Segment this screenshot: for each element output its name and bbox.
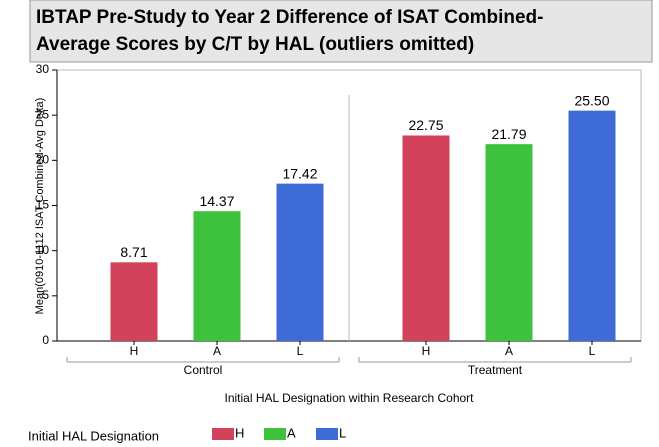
data-label: 8.71: [120, 244, 147, 260]
bar: [568, 110, 616, 342]
bar: [276, 183, 324, 341]
y-tick-label: 25: [36, 107, 50, 121]
x-tick-label: L: [297, 344, 304, 358]
x-tick-label: A: [213, 344, 221, 358]
x-tick-label: H: [422, 344, 431, 358]
bar: [402, 135, 450, 341]
x-tick-label: L: [589, 344, 596, 358]
legend-swatch: [264, 428, 286, 440]
x-tick-label: A: [505, 344, 513, 358]
y-tick-label: 20: [36, 153, 50, 167]
data-label: 21.79: [491, 126, 526, 142]
legend-swatch: [212, 428, 234, 440]
y-tick-label: 15: [36, 198, 50, 212]
legend-label: L: [339, 425, 346, 440]
y-tick-label: 30: [36, 62, 50, 76]
title-box: [29, 0, 653, 63]
chart-title: IBTAP Pre-Study to Year 2 Difference of …: [36, 7, 543, 28]
data-label: 22.75: [408, 117, 443, 133]
legend-swatch: [316, 428, 338, 440]
data-label: 17.42: [282, 165, 317, 181]
y-tick-label: 0: [42, 333, 49, 347]
chart-title: Average Scores by C/T by HAL (outliers o…: [36, 34, 474, 55]
x-group-label: Control: [184, 363, 223, 377]
legend-label: A: [287, 425, 296, 440]
bar: [193, 211, 241, 341]
legend-label: H: [235, 425, 244, 440]
bar: [485, 144, 533, 341]
x-axis-label: Initial HAL Designation within Research …: [224, 391, 474, 405]
x-group-label: Treatment: [468, 363, 523, 377]
data-label: 14.37: [199, 193, 234, 209]
legend-title: Initial HAL Designation: [28, 428, 159, 443]
y-axis-label: Mean(0910-1112 ISAT Combined-Avg Delta): [34, 98, 46, 315]
x-tick-label: H: [130, 344, 139, 358]
bar: [110, 262, 158, 341]
y-tick-label: 5: [42, 288, 49, 302]
data-label: 25.50: [574, 92, 609, 108]
y-tick-label: 10: [36, 243, 50, 257]
